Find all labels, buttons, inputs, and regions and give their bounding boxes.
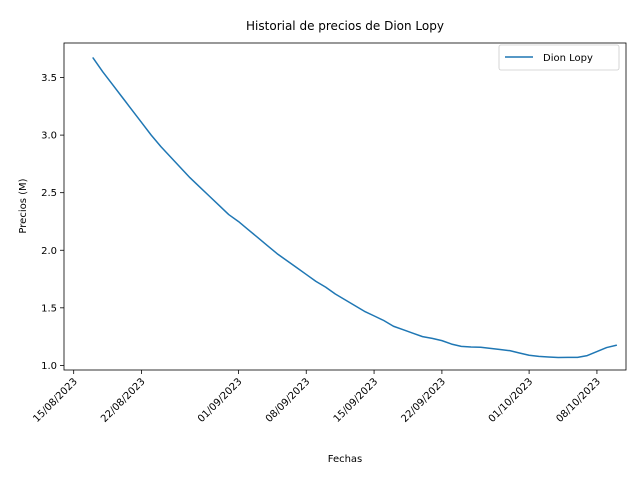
legend-label: Dion Lopy xyxy=(543,53,593,64)
y-tick-label: 2.0 xyxy=(41,246,57,257)
legend-box xyxy=(498,44,620,71)
y-axis-label: Precios (M) xyxy=(18,178,29,233)
chart-title: Historial de precios de Dion Lopy xyxy=(246,19,444,33)
legend: Dion Lopy xyxy=(498,44,620,71)
y-axis-ticks: 1.0 1.5 2.0 2.5 3.0 3.5 xyxy=(41,73,64,372)
x-axis-label: Fechas xyxy=(328,454,363,465)
series-line-0 xyxy=(92,57,618,359)
plot-area xyxy=(63,42,627,371)
series-layer xyxy=(92,57,618,359)
plot-frame xyxy=(63,42,627,371)
y-tick-label: 2.5 xyxy=(41,188,57,199)
y-tick-label: 1.5 xyxy=(41,303,57,314)
y-tick-label: 3.5 xyxy=(41,73,57,84)
y-tick-label: 3.0 xyxy=(41,131,57,142)
y-tick-label: 1.0 xyxy=(41,361,57,372)
